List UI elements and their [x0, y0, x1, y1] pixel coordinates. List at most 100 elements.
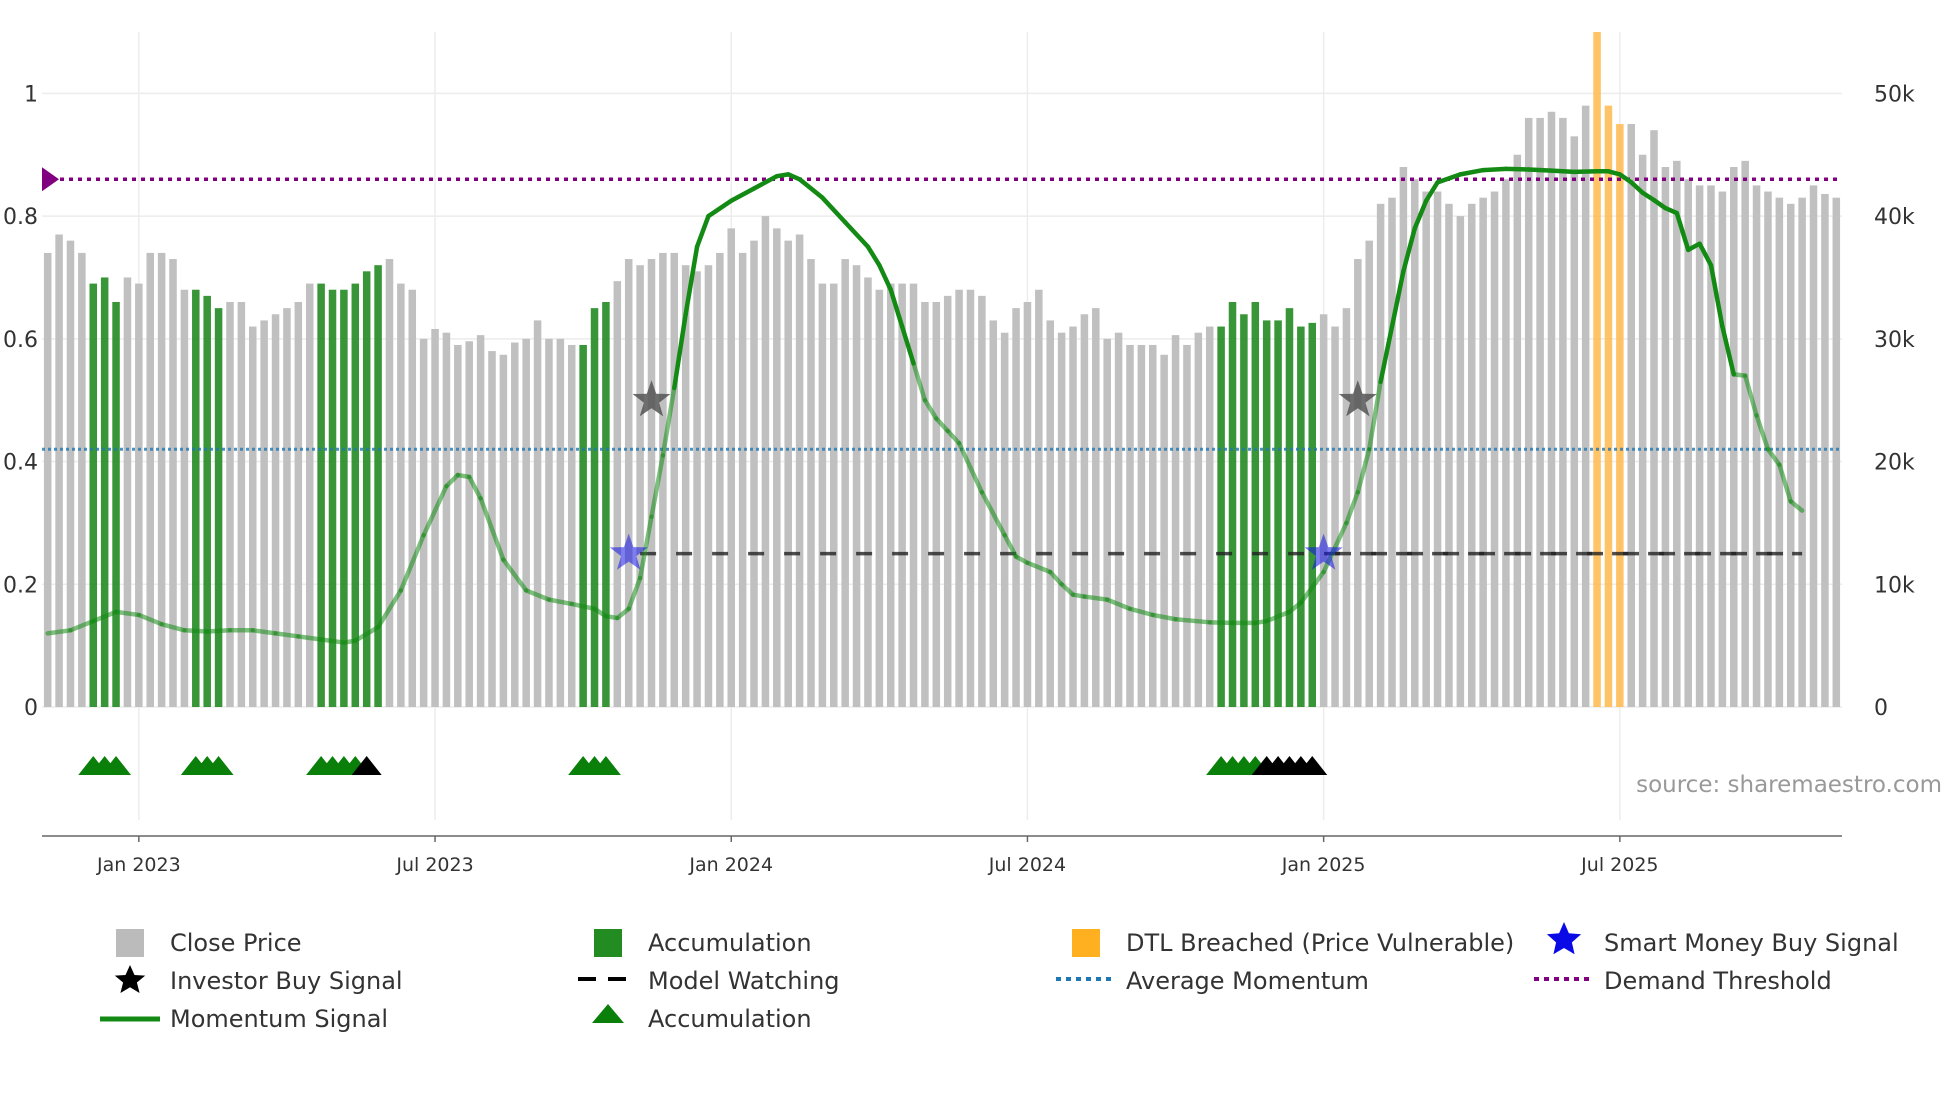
- close-price-bar: [408, 289, 417, 707]
- momentum-segment: [1059, 582, 1076, 597]
- momentum-segment: [1720, 324, 1737, 377]
- accumulation-bar: [328, 289, 337, 707]
- close-price-bar: [1069, 326, 1077, 707]
- axis-layer: Jan 2023 Jul 2023 Jan 2024 Jul 2024 Jan 2025…: [3, 82, 1915, 876]
- close-price-bar: [943, 295, 952, 707]
- close-price-bar: [43, 252, 52, 707]
- legend-accumulation-bar-label: Accumulation: [648, 929, 812, 957]
- momentum-segment: [1628, 180, 1645, 196]
- momentum-segment: [683, 244, 700, 317]
- close-price-bar: [1752, 185, 1761, 708]
- accumulation-bar: [1285, 308, 1294, 707]
- legend-dtl-swatch: [1072, 929, 1100, 957]
- close-price-bar: [784, 240, 792, 708]
- accumulation-bar: [112, 302, 120, 707]
- momentum-segment: [956, 440, 985, 495]
- close-price-bar: [864, 277, 872, 707]
- momentum-segment: [1674, 210, 1691, 253]
- close-price-bar: [1502, 179, 1510, 708]
- x-tick-label: Jan 2023: [96, 854, 181, 876]
- smart-money-buy-star: [1304, 533, 1343, 570]
- momentum-segment: [1401, 226, 1418, 274]
- close-price-bar: [1798, 197, 1806, 707]
- legend-smart-money-label: Smart Money Buy Signal: [1604, 929, 1899, 957]
- momentum-segment: [478, 496, 506, 562]
- close-price-bar: [431, 329, 439, 707]
- close-price-bar: [659, 252, 667, 707]
- accumulation-bar: [1308, 322, 1317, 707]
- close-price-bar: [636, 265, 644, 707]
- momentum-segment: [250, 628, 278, 636]
- x-tick-label: Jan 2024: [688, 854, 773, 876]
- close-price-bar: [1023, 302, 1032, 707]
- close-price-bar: [818, 283, 827, 707]
- close-price-bar: [1365, 240, 1373, 708]
- close-price-bar: [875, 289, 884, 707]
- close-price-bar: [1171, 335, 1180, 707]
- close-price-bar: [647, 259, 656, 707]
- close-price-bar: [1057, 332, 1066, 707]
- close-price-bar: [1695, 185, 1704, 708]
- smart-money-buy-star: [609, 533, 648, 570]
- momentum-segment: [945, 428, 962, 446]
- accumulation-bar: [602, 302, 610, 707]
- close-price-bar: [169, 259, 177, 707]
- close-price-bar: [271, 314, 280, 707]
- accumulation-triangle: [101, 756, 132, 775]
- accumulation-bar: [1217, 326, 1225, 707]
- momentum-segment: [877, 262, 893, 292]
- accumulation-bar: [579, 344, 587, 707]
- momentum-segment: [1742, 373, 1759, 418]
- accumulation-bar: [1274, 320, 1282, 707]
- close-price-bar: [385, 259, 394, 707]
- close-price-bar: [1786, 203, 1795, 707]
- momentum-segment: [159, 621, 187, 633]
- close-price-bar: [499, 354, 508, 707]
- close-price-bar: [738, 252, 747, 707]
- close-price-bar: [773, 228, 781, 707]
- accumulation-bar: [351, 283, 360, 707]
- accumulation-bar: [1228, 302, 1237, 707]
- momentum-segment: [1777, 462, 1793, 504]
- momentum-segment: [1480, 166, 1509, 173]
- momentum-segment: [797, 177, 825, 200]
- legend-close-price-swatch: [116, 929, 144, 957]
- momentum-segment: [398, 532, 426, 593]
- close-price-bar: [1183, 344, 1191, 707]
- momentum-segment: [694, 213, 711, 250]
- accumulation-bar: [362, 271, 371, 707]
- close-price-bar: [397, 283, 405, 707]
- momentum-segment: [934, 416, 950, 434]
- momentum-segment: [375, 588, 404, 630]
- close-price-bar: [1354, 259, 1362, 707]
- close-price-bar: [921, 302, 929, 707]
- momentum-segment: [979, 489, 1007, 538]
- momentum-segment: [569, 601, 597, 612]
- momentum-segment: [626, 575, 643, 612]
- close-price-bar: [1673, 160, 1681, 707]
- left-tick-label: 0.6: [3, 328, 38, 353]
- close-price-bar: [1137, 344, 1146, 707]
- accumulation-triangle: [590, 756, 621, 775]
- momentum-segment: [1378, 324, 1395, 385]
- close-price-bar: [305, 283, 314, 707]
- momentum-segment: [1640, 190, 1657, 203]
- close-price-bar: [909, 283, 918, 707]
- close-price-bar: [1581, 105, 1590, 708]
- close-price-bar: [1205, 326, 1214, 707]
- accumulation-bar: [1297, 326, 1305, 707]
- close-price-bar: [78, 252, 86, 707]
- demand-threshold-marker: [42, 167, 59, 192]
- momentum-segment: [751, 173, 780, 191]
- momentum-segment: [113, 609, 142, 618]
- momentum-segment: [318, 637, 347, 645]
- close-price-bar: [260, 320, 268, 707]
- momentum-segment: [91, 609, 119, 624]
- momentum-segment: [728, 186, 757, 203]
- momentum-segment: [501, 557, 529, 593]
- investor-buy-star: [1338, 380, 1377, 417]
- close-price-bar: [978, 295, 986, 707]
- legend-accumulation-triangle-icon: [592, 1004, 624, 1023]
- investor-buy-star: [632, 380, 671, 417]
- close-price-bar: [419, 338, 428, 707]
